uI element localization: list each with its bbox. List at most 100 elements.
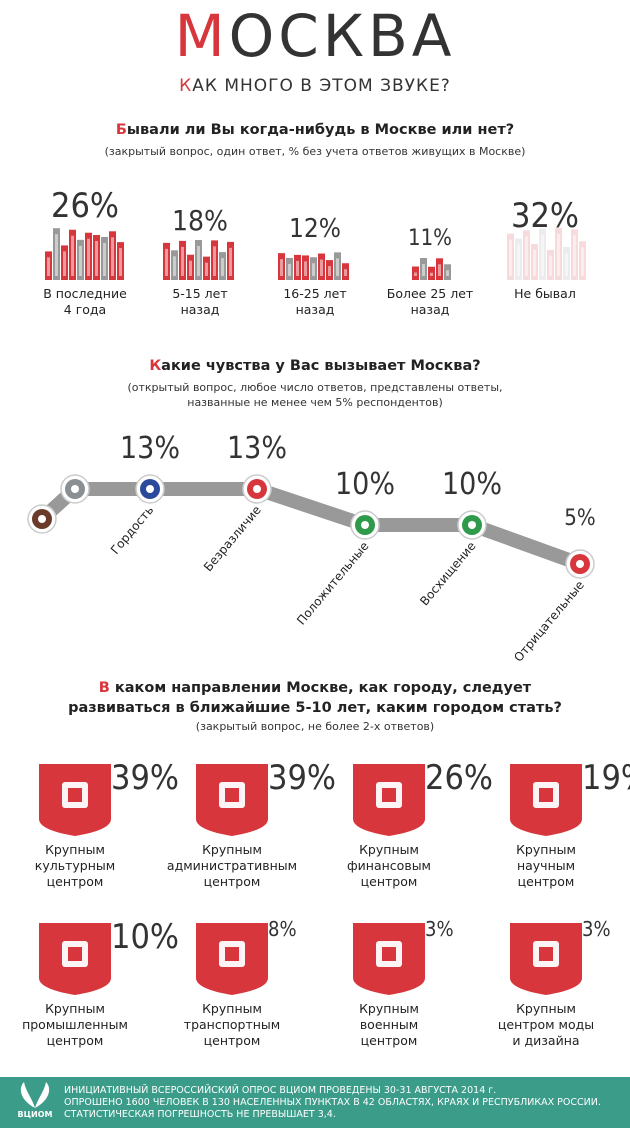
city-icon: [412, 258, 451, 280]
window: [320, 259, 323, 276]
direction-label: Крупным административным центром: [166, 842, 298, 889]
building: [563, 246, 570, 280]
direction-label: Крупным культурным центром: [34, 842, 116, 889]
percent: 19%: [582, 758, 630, 798]
answer-label: В последние 4 года: [43, 286, 127, 317]
answer-label: 16-25 лет назад: [283, 286, 347, 317]
window: [280, 259, 283, 276]
window: [509, 239, 512, 276]
shield-icon-detail: [382, 788, 396, 802]
answer-label: 5-15 лет назад: [172, 286, 228, 317]
direction-label: Крупным транспортным центром: [183, 1001, 281, 1048]
percent: 10%: [442, 467, 502, 502]
building: [523, 230, 530, 280]
window: [336, 258, 339, 276]
window: [63, 251, 66, 276]
direction-label: Крупным военным центром: [359, 1001, 419, 1048]
subtitle: КАК МНОГО В ЭТОМ ЗВУКЕ?: [179, 76, 451, 96]
window: [165, 248, 168, 276]
direction-label: Крупным промышленным центром: [22, 1001, 128, 1048]
window: [533, 249, 536, 276]
building: [547, 249, 554, 280]
shield-icon-detail: [539, 947, 553, 961]
note: (открытый вопрос, любое число ответов, п…: [127, 381, 503, 409]
window: [296, 260, 299, 276]
window: [205, 262, 208, 276]
window: [79, 245, 82, 276]
window: [47, 257, 50, 276]
window: [430, 272, 433, 276]
window: [189, 260, 192, 276]
footer-line: ИНИЦИАТИВНЫЙ ВСЕРОССИЙСКИЙ ОПРОС ВЦИОМ П…: [64, 1085, 497, 1096]
window: [438, 264, 441, 276]
percent: 8%: [268, 917, 297, 941]
building: [515, 238, 522, 280]
window: [95, 241, 98, 276]
answer-label: Более 25 лет назад: [386, 286, 474, 317]
percent: 11%: [408, 226, 452, 251]
window: [446, 270, 449, 276]
percent: 32%: [511, 196, 579, 236]
city-icon: [45, 228, 124, 280]
percent: 10%: [111, 917, 179, 957]
percent: 13%: [120, 431, 180, 466]
percent: 18%: [172, 204, 228, 237]
answer-label: Не бывал: [514, 286, 576, 301]
window: [197, 246, 200, 276]
building: [571, 229, 578, 280]
question: Какие чувства у Вас вызывает Москва?: [149, 358, 481, 374]
window: [565, 252, 568, 276]
node-hole: [38, 515, 46, 523]
shield-icon-detail: [68, 788, 82, 802]
percent: 26%: [51, 186, 119, 226]
footer-text: ИНИЦИАТИВНЫЙ ВСЕРОССИЙСКИЙ ОПРОС ВЦИОМ П…: [64, 1085, 601, 1121]
footer: ВЦИОМ ИНИЦИАТИВНЫЙ ВСЕРОССИЙСКИЙ ОПРОС В…: [0, 1077, 630, 1128]
note: (закрытый вопрос, не более 2-х ответов): [195, 720, 435, 733]
window: [344, 269, 347, 276]
percent: 3%: [425, 917, 454, 941]
percent: 13%: [227, 431, 287, 466]
footer-line: СТАТИСТИЧЕСКАЯ ПОГРЕШНОСТЬ НЕ ПРЕВЫШАЕТ …: [64, 1109, 336, 1120]
shield-icon-detail: [225, 947, 239, 961]
window: [55, 234, 58, 276]
window: [557, 234, 560, 276]
window: [119, 248, 122, 276]
window: [312, 263, 315, 276]
building: [539, 228, 546, 280]
percent: 12%: [289, 214, 341, 244]
window: [213, 246, 216, 276]
node-hole: [146, 485, 154, 493]
building: [507, 233, 514, 280]
shield-icon-detail: [225, 788, 239, 802]
percent: 3%: [582, 917, 611, 941]
window: [304, 261, 307, 276]
node-hole: [253, 485, 261, 493]
window: [422, 264, 425, 276]
percent: 26%: [425, 758, 493, 798]
window: [87, 238, 90, 276]
question: В каком направлении Москве, как городу, …: [68, 680, 562, 716]
window: [229, 247, 232, 276]
question: Бывали ли Вы когда-нибудь в Москве или н…: [115, 122, 515, 138]
percent: 39%: [268, 758, 336, 798]
shield-icon-detail: [382, 947, 396, 961]
node-hole: [468, 521, 476, 529]
city-icon: [163, 240, 234, 280]
window: [517, 244, 520, 276]
window: [414, 272, 417, 276]
window: [181, 246, 184, 276]
building: [555, 228, 562, 280]
direction-label: Крупным финансовым центром: [346, 842, 431, 889]
city-icon: [278, 252, 349, 280]
shield-icon-detail: [68, 947, 82, 961]
window: [173, 256, 176, 276]
node-hole: [71, 485, 79, 493]
window: [288, 263, 291, 276]
percent: 5%: [564, 506, 596, 531]
logo-icon: [20, 1082, 50, 1108]
title: МОСКВА: [174, 2, 456, 70]
logo-text: ВЦИОМ: [17, 1110, 53, 1119]
window: [328, 266, 331, 276]
window: [581, 247, 584, 276]
